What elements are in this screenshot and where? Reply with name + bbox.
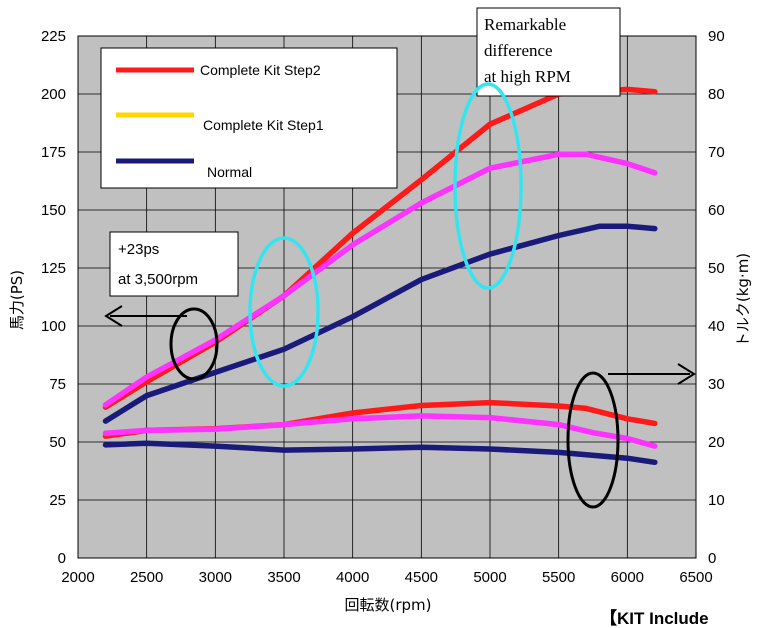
series-line-complete-kit-step1-right [102, 413, 658, 449]
x-tick-label: 2500 [130, 569, 163, 586]
x-tick-label: 6500 [679, 569, 712, 586]
y-left-tick-label: 0 [58, 550, 66, 567]
high-rpm-annotation-line1: Remarkable [484, 15, 566, 34]
high-rpm-annotation: Remarkable difference at high RPM [476, 7, 621, 97]
series-line-complete-kit-step1-left [102, 151, 658, 408]
y-left-tick-label: 200 [41, 86, 66, 103]
x-tick-label: 4000 [336, 569, 369, 586]
y-right-axis-title: トルク(kg·m) [734, 253, 752, 347]
cyan-ellipse-3500 [248, 236, 320, 388]
x-tick-label: 4500 [405, 569, 438, 586]
series-line-normal-right [102, 440, 658, 466]
y-right-tick-label: 0 [708, 550, 716, 567]
y-right-tick-label: 30 [708, 376, 725, 393]
x-tick-label: 2000 [61, 569, 94, 586]
x-tick-labels: 2000 2500 3000 3500 4000 4500 5000 5500 6000 6500 [61, 569, 712, 586]
y-right-tick-label: 50 [708, 260, 725, 277]
legend: Complete Kit Step2 Complete Kit Step1 No… [100, 47, 398, 189]
x-tick-label: 3000 [199, 569, 232, 586]
legend-label-step1: Complete Kit Step1 [203, 117, 324, 133]
y-left-tick-label: 125 [41, 260, 66, 277]
y-left-axis-title: 馬力(PS) [8, 270, 26, 330]
high-rpm-annotation-line3: at high RPM [484, 67, 571, 86]
y-right-tick-label: 10 [708, 492, 725, 509]
y-left-tick-labels: 0 25 50 75 100 125 150 175 200 225 [41, 28, 66, 567]
y-left-tick-label: 225 [41, 28, 66, 45]
high-rpm-annotation-line2: difference [484, 41, 553, 60]
left-arrow-head [104, 305, 123, 327]
black-ellipse-power [169, 307, 219, 381]
gain-annotation-box [109, 231, 239, 297]
plot-border [77, 35, 697, 559]
y-left-tick-label: 75 [49, 376, 66, 393]
legend-label-normal: Normal [207, 164, 252, 180]
x-axis-title: 回転数(rpm) [344, 596, 431, 614]
y-left-tick-label: 175 [41, 144, 66, 161]
y-right-tick-label: 20 [708, 434, 725, 451]
x-tick-label: 3500 [267, 569, 300, 586]
high-rpm-annotation-box [476, 7, 621, 97]
gain-annotation: +23ps at 3,500rpm [109, 231, 239, 297]
y-right-tick-label: 40 [708, 318, 725, 335]
x-tick-label: 5500 [542, 569, 575, 586]
y-left-tick-label: 50 [49, 434, 66, 451]
cyan-ellipse-high-rpm [453, 82, 523, 290]
y-right-tick-label: 70 [708, 144, 725, 161]
y-right-tick-label: 90 [708, 28, 725, 45]
black-ellipse-torque [566, 371, 620, 509]
y-right-tick-label: 60 [708, 202, 725, 219]
gain-annotation-line1: +23ps [118, 241, 159, 258]
y-left-tick-label: 150 [41, 202, 66, 219]
left-axis-arrow [104, 305, 187, 327]
right-arrow-head [677, 363, 696, 385]
footer-text: 【KIT Include [600, 608, 709, 628]
y-right-tick-labels: 0 10 20 30 40 50 60 70 80 90 [708, 28, 725, 567]
x-tick-label: 6000 [611, 569, 644, 586]
y-left-tick-label: 25 [49, 492, 66, 509]
y-left-tick-label: 100 [41, 318, 66, 335]
legend-label-step2: Complete Kit Step2 [200, 62, 321, 78]
x-tick-label: 5000 [473, 569, 506, 586]
y-right-tick-label: 80 [708, 86, 725, 103]
right-axis-arrow [608, 363, 696, 385]
gain-annotation-line2: at 3,500rpm [118, 271, 198, 288]
